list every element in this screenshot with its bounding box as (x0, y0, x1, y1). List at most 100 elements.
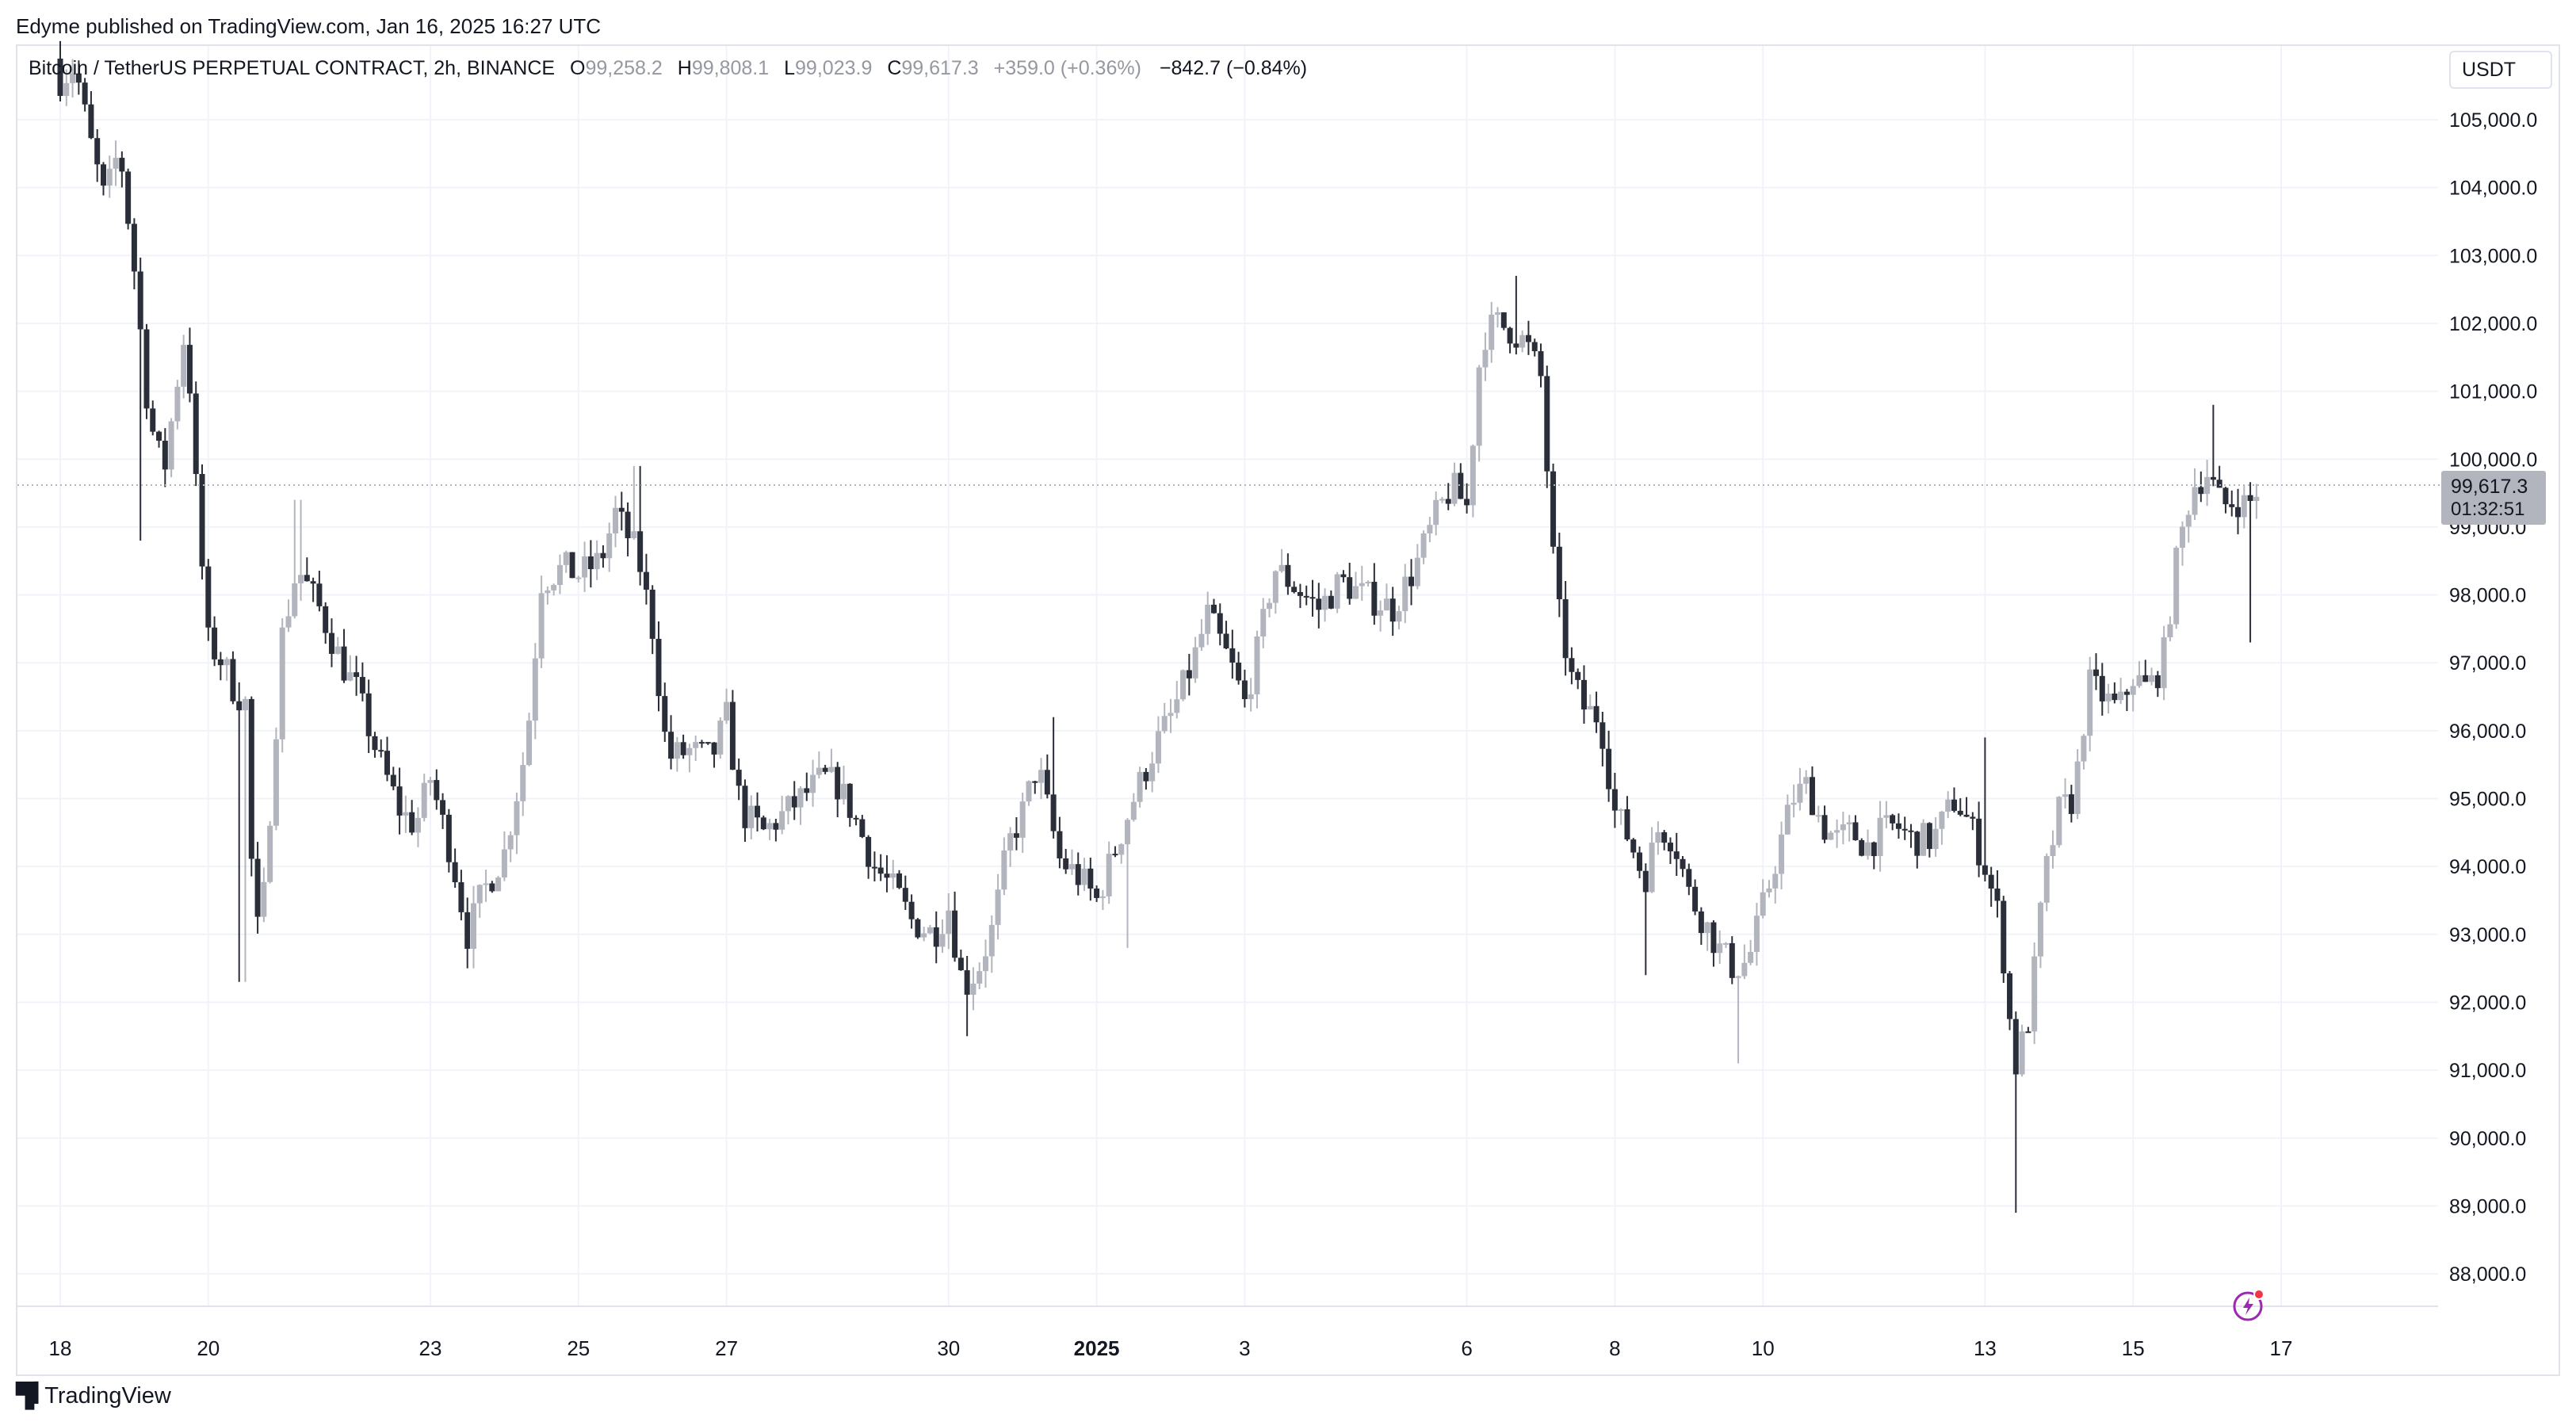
candle-body (1433, 499, 1439, 526)
candle-body (1544, 376, 1550, 472)
candle-body (1717, 943, 1723, 954)
candle-body (1322, 595, 1328, 610)
candle-body (1285, 564, 1291, 587)
candle-body (156, 431, 162, 442)
low-value: 99,023.9 (795, 57, 873, 79)
candle-body (2130, 686, 2136, 695)
candle-body (810, 774, 816, 793)
candle-body (2025, 1031, 2031, 1034)
candle-body (341, 646, 347, 681)
candle-body (292, 583, 298, 617)
candle-body (1809, 777, 1815, 816)
candle-body (267, 825, 273, 882)
y-tick-label: 105,000.0 (2449, 109, 2537, 132)
candle-body (1661, 831, 1668, 843)
candle-body (1779, 834, 1785, 874)
candle-body (952, 910, 958, 958)
candle-body (606, 533, 613, 559)
candle-body (372, 736, 378, 751)
footer-brand[interactable]: ▜ꟾ TradingView (16, 1382, 171, 1410)
candle-body (63, 82, 70, 97)
candle-body (2222, 487, 2229, 505)
candle-body (1970, 816, 1976, 819)
candle-body (884, 873, 890, 878)
y-tick-label: 94,000.0 (2449, 856, 2526, 878)
candle-body (1877, 817, 1883, 857)
candle-body (1766, 888, 1772, 893)
candle-body (1241, 680, 1248, 700)
candle-body (409, 812, 415, 833)
candle-body (1939, 811, 1945, 829)
candle-body (835, 766, 841, 800)
candle-body (316, 583, 323, 606)
currency-selector[interactable]: USDT (2449, 51, 2552, 89)
candle-body (1852, 822, 1859, 840)
candle-body (724, 701, 730, 721)
candle-body (618, 507, 625, 512)
symbol-title[interactable]: Bitcoin / TetherUS PERPETUAL CONTRACT, 2… (29, 57, 556, 79)
candle-body (859, 819, 866, 837)
candle-body (2043, 855, 2050, 903)
candle-body (1186, 670, 1192, 679)
candle-body (556, 564, 563, 586)
candle-body (1075, 864, 1081, 885)
candle-body (2105, 694, 2112, 701)
candle-body (816, 767, 822, 775)
candle-body (1174, 699, 1180, 713)
candle-body (1198, 633, 1205, 648)
candle-body (2142, 675, 2149, 682)
candle-body (1297, 591, 1303, 596)
candle-body (1556, 546, 1562, 599)
candle-body (1161, 716, 1168, 732)
y-tick-label: 96,000.0 (2449, 721, 2526, 743)
change-value: +359.0 (+0.36%) (993, 57, 1141, 79)
lightning-bolt-icon[interactable] (2232, 1287, 2267, 1322)
chart-panel[interactable] (16, 44, 2560, 1376)
candle-body (957, 958, 964, 971)
x-tick-label: 23 (419, 1336, 442, 1360)
candle-body (2229, 504, 2235, 507)
candle-body (1063, 858, 1069, 870)
candle-body (1803, 777, 1810, 784)
candle-body (106, 168, 113, 186)
y-tick-label: 93,000.0 (2449, 924, 2526, 946)
candle-body (458, 882, 464, 912)
candle-body (285, 616, 292, 628)
y-tick-label: 102,000.0 (2449, 313, 2537, 335)
candle-body (908, 901, 915, 919)
y-tick-label: 98,000.0 (2449, 585, 2526, 607)
candle-body (1094, 888, 1100, 898)
candle-body (582, 556, 588, 578)
candle-body (2185, 514, 2192, 527)
footer-brand-label: TradingView (44, 1383, 171, 1409)
candle-body (181, 345, 187, 387)
x-tick-label: 27 (715, 1336, 738, 1360)
candle-body (1710, 922, 1717, 954)
candle-body (1260, 609, 1267, 636)
x-tick-label: 18 (49, 1336, 72, 1360)
candle-body (1118, 844, 1125, 855)
y-tick-label: 104,000.0 (2449, 178, 2537, 200)
candle-body (1068, 864, 1075, 870)
candle-body (150, 408, 156, 432)
candle-body (2179, 526, 2185, 549)
candle-body (354, 672, 360, 678)
last-price-value: 99,617.3 (2451, 476, 2528, 498)
x-tick-label: 3 (1239, 1336, 1250, 1360)
candle-body (193, 393, 199, 474)
candle-body (927, 927, 933, 934)
y-tick-label: 100,000.0 (2449, 449, 2537, 471)
candle-body (1081, 868, 1087, 885)
candle-body (1303, 595, 1309, 598)
candle-body (1019, 801, 1026, 838)
candle-body (1994, 888, 2001, 901)
candle-body (902, 888, 908, 902)
candle-body (766, 823, 773, 830)
candle-body (1013, 833, 1019, 838)
candle-body (1895, 823, 1901, 829)
candle-body (1223, 633, 1229, 648)
candle-body (2210, 476, 2216, 480)
candle-body (1531, 342, 1538, 352)
x-tick-label: 10 (1752, 1336, 1775, 1360)
